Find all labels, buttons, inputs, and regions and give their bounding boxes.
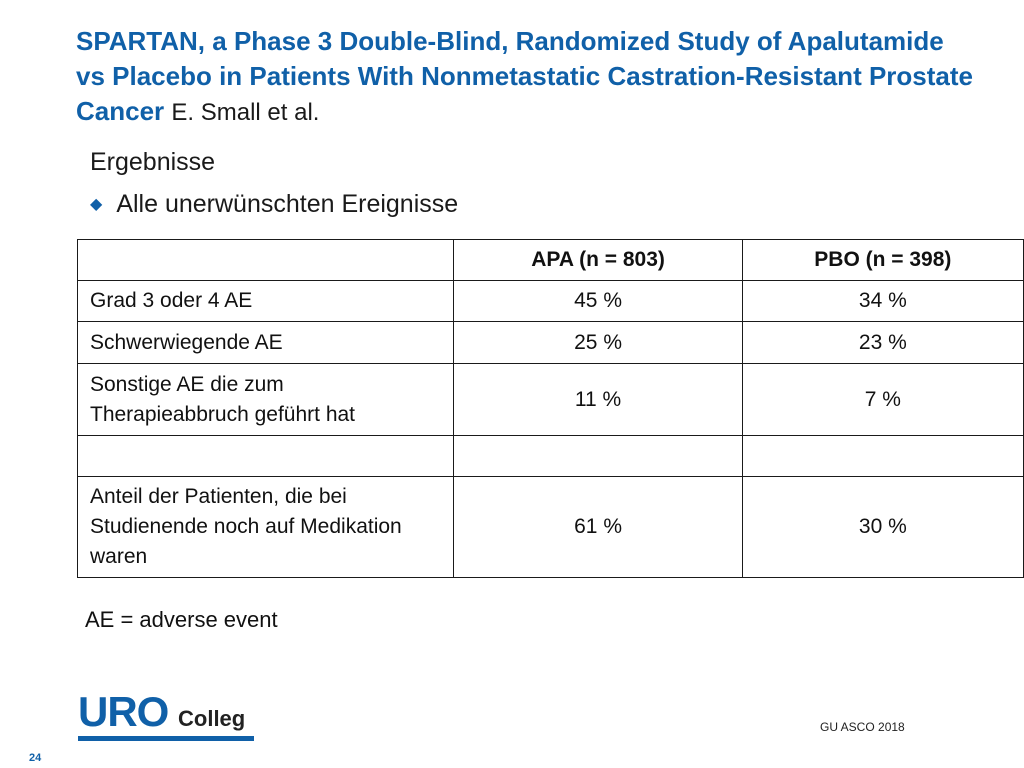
row-label: [76, 435, 455, 477]
table-header-row: APA (n = 803) PBO (n = 398): [76, 239, 1024, 281]
apa-value: 25 %: [453, 321, 743, 364]
title-text: SPARTAN, a Phase 3 Double-Blind, Randomi…: [76, 26, 973, 126]
row-label: Anteil der Patienten, die bei Studienend…: [76, 476, 455, 578]
page-number: 24: [29, 752, 42, 764]
header-cell-empty: [76, 239, 455, 281]
source-label: GU ASCO 2018: [820, 720, 905, 734]
pbo-value: 34 %: [741, 280, 1024, 322]
urocolleg-logo: URO Colleg: [74, 688, 264, 743]
adverse-events-table: APA (n = 803) PBO (n = 398) Grad 3 oder …: [76, 239, 1024, 578]
header-cell-pbo: PBO (n = 398): [741, 239, 1024, 281]
section-heading: Ergebnisse: [90, 148, 216, 176]
table-row-empty: [76, 435, 1024, 477]
footnote: AE = adverse event: [85, 607, 278, 632]
logo-underline: [78, 736, 254, 741]
bullet-item: ◆ Alle unerwünschten Ereignisse: [90, 190, 458, 219]
author-text: E. Small et al.: [171, 99, 320, 126]
table-row: Sonstige AE die zum Therapieabbruch gefü…: [76, 363, 1024, 436]
apa-value: 45 %: [453, 280, 743, 322]
row-label: Schwerwiegende AE: [76, 321, 455, 364]
row-label: Sonstige AE die zum Therapieabbruch gefü…: [76, 363, 455, 436]
logo-colleg-text: Colleg: [178, 706, 246, 731]
table-row: Grad 3 oder 4 AE 45 % 34 %: [76, 280, 1024, 322]
pbo-value: [741, 435, 1024, 477]
logo-uro-text: URO: [78, 688, 169, 735]
table-row: Schwerwiegende AE 25 % 23 %: [76, 321, 1024, 364]
pbo-value: 7 %: [741, 363, 1024, 436]
bullet-text: Alle unerwünschten Ereignisse: [116, 190, 459, 218]
pbo-value: 30 %: [741, 476, 1024, 578]
header-cell-apa: APA (n = 803): [453, 239, 743, 281]
row-label: Grad 3 oder 4 AE: [76, 280, 455, 322]
apa-value: [453, 435, 743, 477]
diamond-bullet-icon: ◆: [90, 195, 103, 213]
table-row: Anteil der Patienten, die bei Studienend…: [76, 476, 1024, 578]
pbo-value: 23 %: [741, 321, 1024, 364]
apa-value: 11 %: [453, 363, 743, 436]
apa-value: 61 %: [453, 476, 743, 578]
slide-title: SPARTAN, a Phase 3 Double-Blind, Randomi…: [76, 24, 976, 130]
